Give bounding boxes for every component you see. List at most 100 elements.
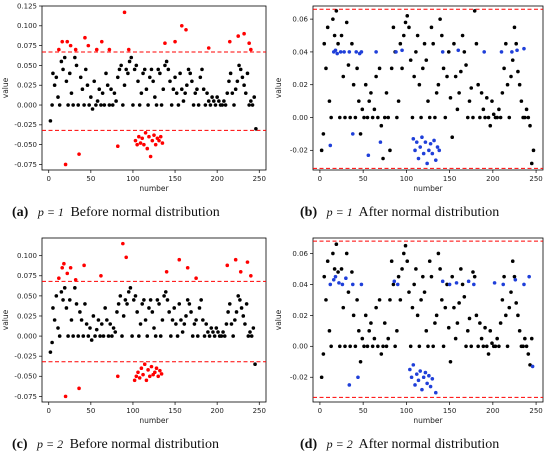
outlier-point [153, 370, 157, 375]
outlier-point [122, 10, 127, 15]
data-point [471, 270, 475, 274]
data-point [142, 67, 147, 72]
y-tick-label: 0.075 [17, 42, 37, 50]
data-point [441, 66, 446, 71]
data-point [73, 55, 77, 60]
data-point [96, 318, 101, 322]
outlier-point [68, 265, 73, 270]
data-point [228, 71, 233, 76]
data-point [504, 313, 508, 318]
data-point [174, 91, 179, 95]
data-point [500, 91, 505, 95]
data-point [490, 341, 494, 346]
data-point [391, 282, 396, 287]
data-point [436, 251, 441, 256]
data-point [64, 79, 69, 84]
caption-d: (d) p = 2 After normal distribution [300, 437, 499, 453]
outlier-point [416, 378, 421, 383]
data-point [329, 115, 333, 120]
data-point [107, 103, 112, 107]
data-point [497, 344, 501, 349]
outlier-point [344, 276, 348, 281]
data-point [488, 329, 493, 333]
data-point [516, 313, 520, 318]
y-tick-label: 0.000 [17, 101, 37, 109]
data-point [118, 294, 123, 298]
y-tick-label: 0.125 [17, 2, 37, 10]
outlier-point [73, 278, 78, 282]
y-tick-label: -0.050 [14, 373, 37, 381]
outlier-point [359, 282, 364, 287]
data-point [51, 306, 55, 310]
data-point [512, 25, 517, 30]
data-point [66, 103, 70, 107]
data-point [140, 302, 145, 306]
data-point [410, 305, 415, 310]
data-point [396, 274, 401, 279]
y-tick-label: 0.00 [292, 343, 308, 351]
data-point [110, 334, 114, 338]
outlier-point [107, 47, 112, 52]
data-point [474, 41, 479, 46]
data-point [115, 75, 120, 80]
data-point [514, 41, 518, 46]
data-point [158, 334, 163, 338]
outlier-point [99, 273, 103, 278]
data-point [433, 115, 437, 120]
x-tick-label: 100 [126, 407, 139, 415]
y-axis-label: value [1, 309, 10, 330]
outlier-point [328, 282, 333, 287]
data-point [151, 79, 155, 84]
data-point [529, 161, 534, 166]
x-tick-label: 0 [47, 175, 51, 183]
caption-b-text: After normal distribution [358, 205, 500, 220]
outlier-point [423, 370, 428, 375]
outlier-point [142, 142, 146, 147]
data-point [158, 71, 162, 76]
data-point [374, 74, 378, 79]
data-point [69, 91, 74, 95]
data-point [111, 326, 116, 330]
x-tick-label: 50 [359, 407, 368, 415]
data-point [144, 87, 149, 91]
data-point [74, 63, 79, 68]
data-point [341, 74, 346, 79]
data-point [319, 375, 324, 380]
data-point [391, 25, 396, 30]
data-point [407, 290, 411, 294]
data-point [388, 298, 392, 302]
outlier-point [137, 134, 141, 139]
data-point [362, 344, 366, 349]
data-point [126, 71, 130, 76]
data-point [66, 334, 70, 338]
data-point [97, 87, 102, 91]
outlier-point [138, 141, 143, 145]
data-point [357, 99, 361, 103]
outlier-point [225, 263, 230, 268]
outlier-point [338, 50, 343, 54]
data-point [168, 79, 172, 84]
data-point [393, 344, 397, 349]
data-point [526, 115, 531, 120]
data-point [474, 313, 479, 318]
data-point [122, 83, 127, 88]
data-point [177, 302, 182, 306]
chart-panel-a: 0 50 100 150 200 250 0.125 0.100 0.075 0.050 0.025… [0, 0, 275, 195]
data-point [403, 20, 408, 25]
data-point [460, 282, 465, 287]
data-point [434, 91, 439, 95]
data-point [200, 67, 204, 72]
data-point [376, 344, 380, 349]
data-point [116, 302, 121, 306]
data-point [457, 301, 461, 305]
data-point [183, 91, 187, 95]
y-tick-label: -0.050 [14, 141, 37, 149]
data-point [329, 344, 333, 349]
data-point [112, 91, 117, 95]
outlier-point [527, 274, 531, 279]
outlier-point [482, 50, 487, 54]
data-point [91, 314, 96, 318]
outlier-point [160, 141, 165, 145]
data-point [141, 71, 145, 76]
data-point [153, 334, 158, 338]
